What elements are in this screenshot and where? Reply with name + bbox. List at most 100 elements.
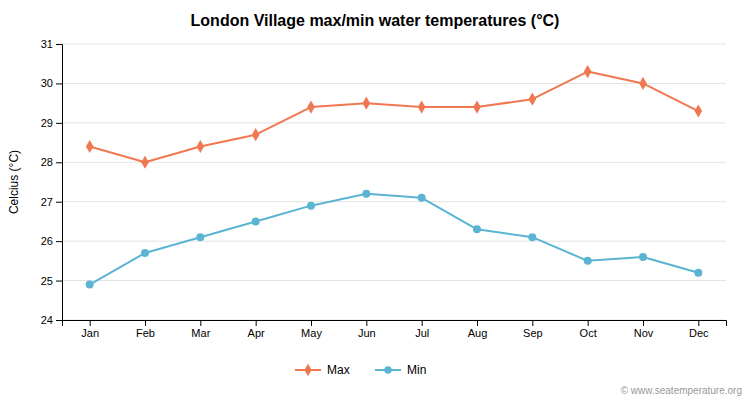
tick-label: Nov (634, 327, 654, 339)
tick-label: Oct (580, 327, 597, 339)
point (252, 128, 260, 141)
tick-mark (90, 320, 91, 326)
y-axis-title: Celcius (°C) (7, 150, 21, 214)
tick-label: Jan (81, 327, 99, 339)
grid-line (62, 201, 726, 202)
legend-marker (384, 366, 392, 374)
tick-mark (532, 320, 533, 326)
grid-line (62, 241, 726, 242)
tick-label: 27 (41, 196, 53, 208)
tick-mark (145, 320, 146, 326)
tick: Mar (191, 320, 210, 339)
series (86, 190, 703, 289)
grid-line (62, 162, 726, 163)
grid-line (62, 122, 726, 123)
tick-mark (643, 320, 644, 326)
grid-line (62, 44, 726, 45)
series-group (86, 65, 703, 288)
point (695, 104, 703, 117)
tick-mark (56, 320, 62, 321)
tick-label: 29 (41, 117, 53, 129)
axis-line (63, 321, 727, 327)
point (141, 156, 149, 169)
series (86, 65, 702, 169)
point (639, 253, 647, 261)
grid-line (62, 83, 726, 84)
chart: 24 25 26 27 28 29 30 31 Jan Feb Mar Apr May Jun Jul Aug… (0, 0, 750, 400)
point (418, 101, 426, 114)
tick-mark (366, 320, 367, 326)
tick-mark (256, 320, 257, 326)
point (362, 190, 370, 198)
point (528, 233, 536, 241)
point (307, 202, 315, 210)
point (141, 249, 149, 257)
point (86, 281, 94, 289)
legend-item: Min (375, 363, 426, 377)
tick-mark (56, 281, 62, 282)
point (473, 225, 481, 233)
point (196, 233, 204, 241)
point (529, 93, 537, 106)
point (473, 101, 481, 114)
tick: 29 (41, 117, 62, 129)
tick: Aug (468, 320, 488, 339)
tick-label: Apr (248, 327, 265, 339)
legend: Max Min (295, 363, 426, 377)
tick-label: Sep (523, 327, 543, 339)
line (90, 194, 699, 285)
line (90, 72, 699, 163)
point (639, 77, 647, 90)
legend-label: Max (327, 363, 350, 377)
title: London Village max/min water temperature… (191, 12, 560, 29)
tick-label: Aug (468, 327, 488, 339)
tick: 28 (41, 156, 62, 168)
y-axis: 24 25 26 27 28 29 30 31 (41, 38, 63, 326)
tick: 26 (41, 235, 62, 247)
tick: Oct (580, 320, 597, 339)
tick-mark (56, 83, 62, 84)
tick-mark (200, 320, 201, 326)
tick-mark (477, 320, 478, 326)
tick-label: 26 (41, 235, 53, 247)
grid (62, 44, 726, 320)
point (252, 217, 260, 225)
tick: Jan (81, 320, 99, 339)
point (197, 140, 205, 153)
tick: Apr (248, 320, 265, 339)
tick-mark (56, 202, 62, 203)
tick-label: 31 (41, 38, 53, 50)
tick-mark (56, 44, 62, 45)
tick: 24 (41, 314, 62, 326)
tick-mark (698, 320, 699, 326)
tick: 31 (41, 38, 62, 50)
point (694, 269, 702, 277)
point (307, 101, 315, 114)
tick-mark (422, 320, 423, 326)
legend-label: Min (407, 363, 426, 377)
grid-line (62, 280, 726, 281)
point (418, 194, 426, 202)
tick: 30 (41, 77, 62, 89)
tick-mark (56, 241, 62, 242)
tick-mark (56, 162, 62, 163)
legend-marker (304, 364, 311, 376)
tick: Nov (634, 320, 654, 339)
tick: May (301, 320, 322, 339)
x-axis: Jan Feb Mar Apr May Jun Jul Aug Sep Oct Nov Dec (63, 320, 727, 339)
annotation: © www.seatemperature.org (621, 385, 742, 396)
tick: Sep (523, 320, 543, 339)
tick: Dec (689, 320, 709, 339)
tick-label: Jun (358, 327, 376, 339)
tick-label: Mar (191, 327, 210, 339)
tick-mark (588, 320, 589, 326)
tick: 25 (41, 275, 62, 287)
point (584, 257, 592, 265)
tick-label: Feb (136, 327, 155, 339)
tick-label: 24 (41, 314, 53, 326)
plot: 24 25 26 27 28 29 30 31 Jan Feb Mar Apr May Jun Jul Aug… (41, 38, 727, 339)
tick: Jul (415, 320, 429, 339)
tick-mark (311, 320, 312, 326)
tick-label: May (301, 327, 322, 339)
tick-label: 30 (41, 77, 53, 89)
